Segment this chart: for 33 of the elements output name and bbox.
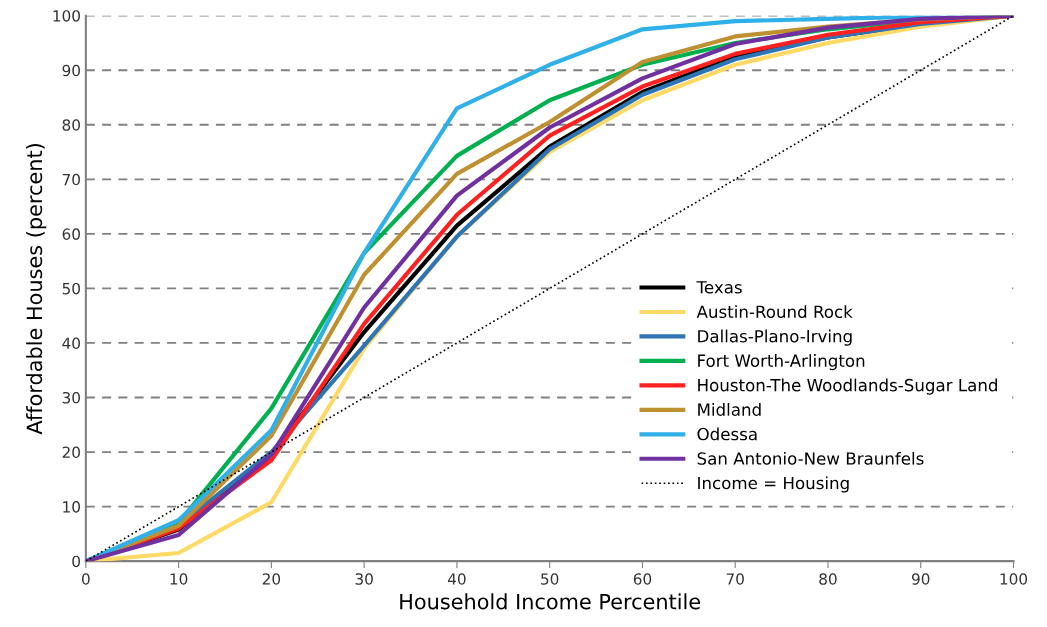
legend-label: Houston-The Woodlands-Sugar Land: [698, 378, 997, 395]
y-tick-label: 0: [72, 555, 80, 568]
y-tick-label: 50: [62, 282, 80, 295]
legend-label: Austin-Round Rock: [696, 305, 853, 319]
y-tick-label: 80: [62, 119, 80, 131]
y-tick-label: 90: [62, 64, 80, 77]
y-tick-label: 40: [62, 337, 80, 349]
y-tick-label: 30: [62, 391, 80, 404]
x-tick-label: 80: [819, 573, 837, 585]
x-tick-label: 40: [447, 573, 466, 585]
y-tick-label: 10: [63, 501, 80, 513]
x-tick-label: 60: [633, 573, 652, 585]
legend-label: Midland: [698, 403, 761, 416]
y-tick-label: 100: [53, 10, 80, 22]
legend-label: Texas: [696, 281, 742, 294]
x-tick-label: 90: [911, 573, 930, 585]
x-tick-label: 30: [355, 573, 373, 585]
legend-label: San Antonio-New Braunfels: [697, 451, 924, 465]
x-tick-label: 100: [1000, 573, 1028, 585]
x-tick-label: 50: [541, 573, 559, 585]
x-tick-label: 20: [262, 573, 281, 585]
legend-label: Fort Worth-Arlington: [698, 354, 865, 371]
y-axis-title: Affordable Houses (percent): [26, 144, 47, 435]
legend-label: Odessa: [697, 427, 757, 441]
x-tick-label: 10: [170, 573, 188, 585]
y-tick-label: 60: [62, 228, 80, 240]
x-tick-label: 0: [82, 573, 90, 585]
y-tick-label: 20: [62, 446, 80, 459]
legend-label: Dallas-Plano-Irving: [698, 329, 852, 346]
x-tick-label: 70: [726, 573, 744, 585]
x-axis-title: Household Income Percentile: [400, 593, 701, 610]
y-tick-label: 70: [62, 173, 80, 186]
legend-label: Income = Housing: [698, 476, 849, 493]
